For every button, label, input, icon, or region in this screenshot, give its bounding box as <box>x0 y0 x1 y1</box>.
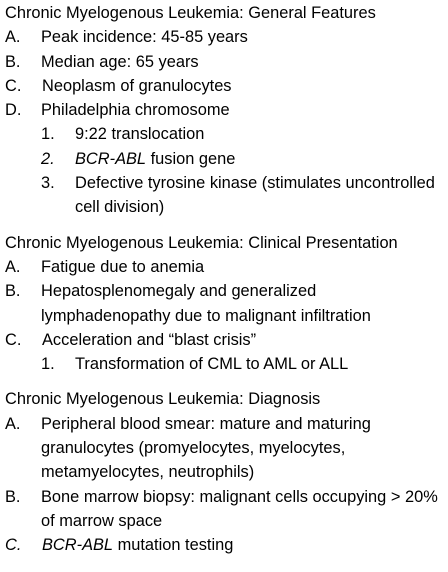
sublist-marker: 3. <box>41 174 55 193</box>
list-item-text: Hepatosplenomegaly and generalized lymph… <box>41 282 371 325</box>
gene-description: fusion gene <box>146 149 236 168</box>
sublist-item-text: BCR-ABL fusion gene <box>75 147 448 171</box>
sublist-marker: 2. <box>41 149 55 168</box>
list-item: A. Peak incidence: 45-85 years <box>5 25 448 49</box>
sublist-item: 2. BCR-ABL fusion gene <box>5 147 448 171</box>
list-item-text: Fatigue due to anemia <box>41 257 205 276</box>
list-item-text: Philadelphia chromosome <box>41 101 230 120</box>
sublist-item-text: Transformation of CML to AML or ALL <box>75 355 349 374</box>
list-marker: B. <box>5 487 21 506</box>
list-item-text: Neoplasm of granulocytes <box>42 76 232 95</box>
section-general-features: Chronic Myelogenous Leukemia: General Fe… <box>5 1 448 220</box>
sublist-item: 1. Transformation of CML to AML or ALL <box>5 352 448 376</box>
list-item: D. Philadelphia chromosome <box>5 98 448 122</box>
sublist-item-text: 9:22 translocation <box>75 125 205 144</box>
sublist-item-text: Defective tyrosine kinase (stimulates un… <box>75 174 435 217</box>
gene-name: BCR-ABL <box>75 149 147 168</box>
list-item-text: Acceleration and “blast crisis” <box>42 330 257 349</box>
gene-name: BCR-ABL <box>42 536 114 555</box>
test-description: mutation testing <box>113 536 234 555</box>
list-marker: A. <box>5 414 21 433</box>
list-item: C. Neoplasm of granulocytes <box>5 74 448 98</box>
list-marker: A. <box>5 28 21 47</box>
list-marker: C. <box>5 76 22 95</box>
list-item-text: BCR-ABL mutation testing <box>42 533 448 557</box>
sublist-item: 1. 9:22 translocation <box>5 122 448 146</box>
list-item: A. Peripheral blood smear: mature and ma… <box>5 412 448 485</box>
sublist-item: 3. Defective tyrosine kinase (stimulates… <box>5 171 448 220</box>
list-marker: B. <box>5 282 21 301</box>
list-item-text: Peripheral blood smear: mature and matur… <box>41 414 371 482</box>
document: Chronic Myelogenous Leukemia: General Fe… <box>5 1 448 558</box>
list-item-text: Bone marrow biopsy: malignant cells occu… <box>41 487 438 530</box>
section-heading: Chronic Myelogenous Leukemia: General Fe… <box>5 4 376 22</box>
section-diagnosis: Chronic Myelogenous Leukemia: Diagnosis … <box>5 387 448 557</box>
list-item: C. Acceleration and “blast crisis” <box>5 328 448 352</box>
list-marker: A. <box>5 257 21 276</box>
list-marker: C. <box>5 330 22 349</box>
list-item: A. Fatigue due to anemia <box>5 255 448 279</box>
sublist-marker: 1. <box>41 355 55 374</box>
section-heading: Chronic Myelogenous Leukemia: Clinical P… <box>5 233 398 252</box>
list-marker: D. <box>5 101 22 120</box>
list-item: B. Bone marrow biopsy: malignant cells o… <box>5 485 448 534</box>
section-heading: Chronic Myelogenous Leukemia: Diagnosis <box>5 390 321 409</box>
list-item: C. BCR-ABL mutation testing <box>5 533 448 557</box>
list-marker: B. <box>5 52 21 71</box>
section-clinical-presentation: Chronic Myelogenous Leukemia: Clinical P… <box>5 231 448 377</box>
sublist-marker: 1. <box>41 125 55 144</box>
list-item-text: Peak incidence: 45-85 years <box>41 28 248 47</box>
list-marker: C. <box>5 536 22 555</box>
list-item: B. Hepatosplenomegaly and generalized ly… <box>5 279 448 328</box>
list-item-text: Median age: 65 years <box>41 52 199 71</box>
list-item: B. Median age: 65 years <box>5 50 448 74</box>
